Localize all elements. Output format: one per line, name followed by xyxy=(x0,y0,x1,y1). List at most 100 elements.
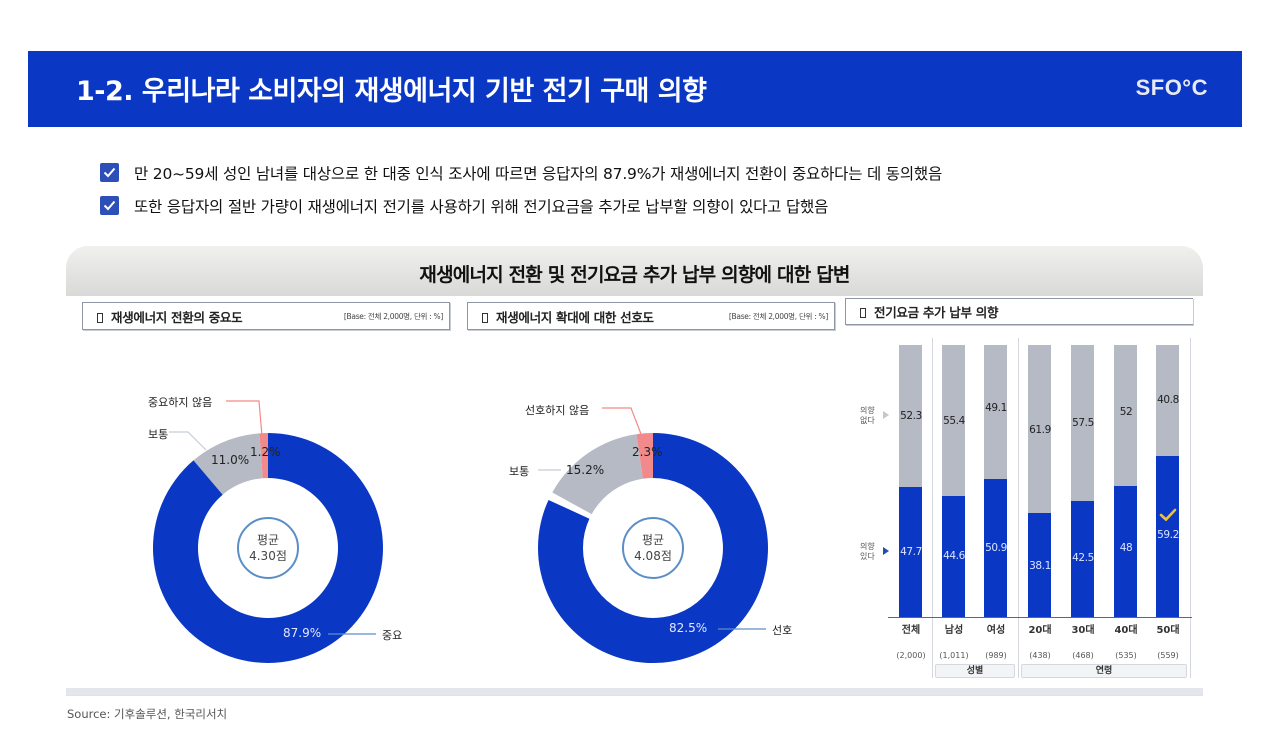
donut2-label-preferred: 선호 xyxy=(772,624,793,637)
header-bar: 1-2. 우리나라 소비자의 재생에너지 기반 전기 구매 의향 SFO°C xyxy=(28,51,1242,127)
square-bullet-icon xyxy=(860,308,866,318)
section-title: 재생에너지 확대에 대한 선호도 xyxy=(482,307,654,326)
legend-has-intent: 의향 있다 xyxy=(860,542,875,561)
donut1-value-important: 87.9% xyxy=(283,626,322,640)
panel-title: 재생에너지 전환 및 전기요금 추가 납부 의향에 대한 답변 xyxy=(419,264,850,286)
bar-no-intent xyxy=(899,345,922,487)
donut2-label-neutral: 보통 xyxy=(509,465,530,478)
bar-has-intent xyxy=(942,496,965,617)
bar-value: 49.1 xyxy=(985,402,1007,414)
section-header-payment: 전기요금 추가 납부 의향 xyxy=(845,298,1193,325)
source-note: Source: 기후솔루션, 한국리서치 xyxy=(67,707,228,721)
donut1-label-not-important: 중요하지 않음 xyxy=(148,396,213,409)
sample-size-label: (2,000) xyxy=(896,651,926,660)
legend-no-intent: 의향 없다 xyxy=(860,406,875,425)
bar-value: 59.2 xyxy=(1157,529,1179,541)
group-label-age: 연령 xyxy=(1021,664,1187,678)
donut2-value-neutral: 15.2% xyxy=(566,463,605,477)
section-header-preference: 재생에너지 확대에 대한 선호도 [Base: 전체 2,000명, 단위 : … xyxy=(467,302,835,330)
bullet-text: 또한 응답자의 절반 가량이 재생에너지 전기를 사용하기 위해 전기요금을 추… xyxy=(134,197,829,216)
x-tick-label: 여성 xyxy=(986,625,1006,636)
donut1-value-neutral: 11.0% xyxy=(211,453,250,467)
sample-size-label: (989) xyxy=(985,651,1007,660)
checkbox-checked-icon xyxy=(100,196,119,215)
bullet-item: 또한 응답자의 절반 가량이 재생에너지 전기를 사용하기 위해 전기요금을 추… xyxy=(100,189,942,222)
group-separator xyxy=(932,338,933,678)
square-bullet-icon xyxy=(482,312,488,323)
section-base-note: [Base: 전체 2,000명, 단위 : %] xyxy=(728,312,828,321)
donut2-average-badge: 평균 4.08점 xyxy=(622,517,684,579)
payment-intent-bar-chart: 의향 없다 의향 있다 52.3 47.7 55.4 44.6 49.1 50.9 … xyxy=(66,246,1203,695)
bar-value: 47.7 xyxy=(900,546,922,558)
average-label: 평균 xyxy=(256,533,280,547)
sample-size-label: (438) xyxy=(1029,651,1051,660)
section-title: 전기요금 추가 납부 의향 xyxy=(860,302,998,321)
x-tick-label: 40대 xyxy=(1114,625,1138,636)
average-value: 4.08점 xyxy=(634,549,672,563)
bar-has-intent xyxy=(1071,501,1094,617)
checkbox-checked-icon xyxy=(100,163,119,182)
donut1-label-important: 중요 xyxy=(382,629,403,642)
bar-has-intent xyxy=(1114,486,1137,617)
panel-header: 재생에너지 전환 및 전기요금 추가 납부 의향에 대한 답변 xyxy=(66,246,1203,296)
bar-no-intent xyxy=(1071,345,1094,501)
bar-has-intent xyxy=(1028,513,1051,617)
group-separator xyxy=(1018,338,1019,678)
bar-has-intent xyxy=(984,479,1007,617)
bar-no-intent xyxy=(984,345,1007,479)
bar-value: 50.9 xyxy=(985,542,1007,554)
bar-value: 48 xyxy=(1119,542,1133,554)
average-label: 평균 xyxy=(641,533,665,547)
bar-value: 38.1 xyxy=(1029,560,1051,572)
checkmark-icon xyxy=(1159,508,1177,522)
importance-donut-chart xyxy=(152,400,383,663)
bar-value: 52 xyxy=(1119,406,1133,418)
preference-donut-chart xyxy=(537,407,768,663)
bullet-item: 만 20~59세 성인 남녀를 대상으로 한 대중 인식 조사에 따르면 응답자… xyxy=(100,156,942,189)
bar-value: 44.6 xyxy=(943,550,965,562)
donut1-average-badge: 평균 4.30점 xyxy=(237,517,299,579)
bar-has-intent xyxy=(899,487,922,617)
chart-panel: 재생에너지 전환 및 전기요금 추가 납부 의향에 대한 답변 재생에너지 전환… xyxy=(66,246,1203,695)
x-tick-label: 전체 xyxy=(901,625,921,636)
bar-no-intent xyxy=(1156,345,1179,456)
section-header-importance: 재생에너지 전환의 중요도 [Base: 전체 2,000명, 단위 : %] xyxy=(82,302,450,330)
bar-no-intent xyxy=(942,345,965,496)
bar-value: 61.9 xyxy=(1029,424,1051,436)
donut2-value-preferred: 82.5% xyxy=(669,621,708,635)
donut2-value-not-preferred: 2.3% xyxy=(632,445,663,459)
donut1-label-neutral: 보통 xyxy=(148,428,169,441)
bar-value: 55.4 xyxy=(943,415,965,427)
sample-size-label: (535) xyxy=(1115,651,1137,660)
bar-has-intent xyxy=(1156,456,1179,617)
sample-size-label: (1,011) xyxy=(939,651,969,660)
x-tick-label: 30대 xyxy=(1071,625,1095,636)
page-title: 1-2. 우리나라 소비자의 재생에너지 기반 전기 구매 의향 xyxy=(76,76,707,107)
legend-triangle-blue-icon xyxy=(883,547,889,555)
sample-size-label: (468) xyxy=(1072,651,1094,660)
average-value: 4.30점 xyxy=(249,549,287,563)
x-tick-label: 50대 xyxy=(1156,625,1180,636)
x-tick-label: 20대 xyxy=(1028,625,1052,636)
bullet-list: 만 20~59세 성인 남녀를 대상으로 한 대중 인식 조사에 따르면 응답자… xyxy=(100,156,942,222)
donut1-value-not-important: 1.2% xyxy=(250,445,281,459)
bar-no-intent xyxy=(1028,345,1051,513)
brand-logo: SFO°C xyxy=(1135,75,1208,100)
square-bullet-icon xyxy=(97,312,103,323)
section-base-note: [Base: 전체 2,000명, 단위 : %] xyxy=(343,312,443,321)
x-tick-label: 남성 xyxy=(944,625,964,636)
donut2-label-not-preferred: 선호하지 않음 xyxy=(525,404,590,417)
bar-value: 40.8 xyxy=(1157,394,1179,406)
bar-no-intent xyxy=(1114,345,1137,486)
group-separator xyxy=(1190,338,1191,678)
sample-size-label: (559) xyxy=(1157,651,1179,660)
legend-triangle-gray-icon xyxy=(883,411,889,419)
bar-value: 57.5 xyxy=(1072,417,1094,429)
group-label-gender: 성별 xyxy=(935,664,1015,678)
bar-value: 42.5 xyxy=(1072,552,1094,564)
panel-bottom-border xyxy=(66,688,1203,695)
section-title: 재생에너지 전환의 중요도 xyxy=(97,307,243,326)
x-axis-baseline xyxy=(888,617,1192,618)
bar-value: 52.3 xyxy=(900,410,922,422)
bullet-text: 만 20~59세 성인 남녀를 대상으로 한 대중 인식 조사에 따르면 응답자… xyxy=(134,164,943,183)
